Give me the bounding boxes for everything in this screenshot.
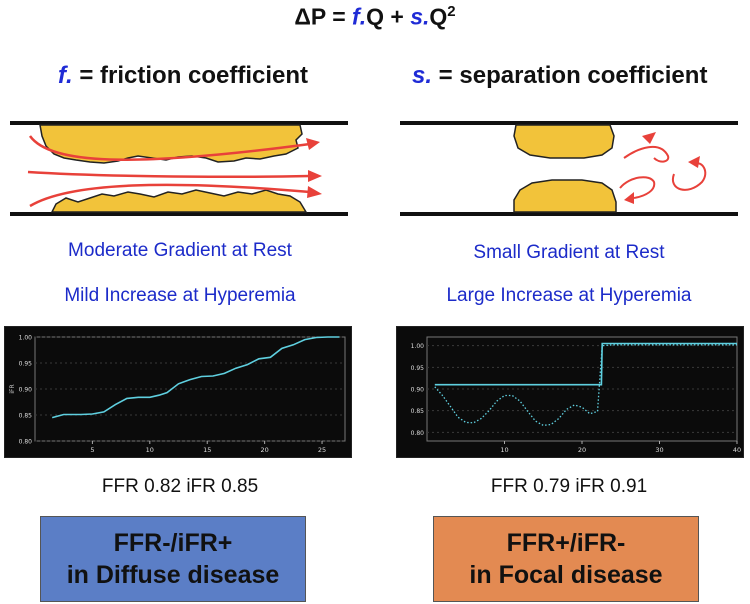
- y-tick-label: 0.90: [19, 387, 33, 394]
- focal-box-line2: in Focal disease: [469, 561, 663, 589]
- diffuse-classification-box: FFR-/iFR+ in Diffuse disease: [40, 516, 306, 602]
- arrow-heads: [306, 138, 322, 198]
- separation-label: = separation coefficient: [432, 62, 708, 89]
- turbulent-flow-arrows: [619, 145, 707, 199]
- diffuse-box-line1: FFR-/iFR+: [113, 528, 233, 557]
- pressure-formula: ΔP = f.Q + s.Q2: [0, 3, 750, 31]
- left-rest-description: Moderate Gradient at Rest: [68, 240, 292, 261]
- series-line: [51, 336, 340, 419]
- eddy-arrow-2: [619, 176, 656, 199]
- eddy-arrowhead-1: [642, 132, 656, 144]
- y-tick-label: 0.85: [411, 408, 425, 415]
- y-tick-label: 0.80: [19, 439, 33, 446]
- chart-background: [397, 327, 743, 457]
- eddy-arrow-3: [671, 162, 707, 191]
- friction-symbol: f.: [58, 62, 73, 89]
- separation-coefficient-heading: s. = separation coefficient: [412, 62, 707, 90]
- x-tick-label: 30: [655, 446, 663, 454]
- eddy-arrow-1: [623, 145, 670, 163]
- series-line: [434, 342, 737, 386]
- formula-exponent: 2: [447, 3, 456, 20]
- x-tick-label: 10: [500, 446, 508, 454]
- flow-arrow-2: [27, 170, 311, 179]
- x-tick-label: 20: [578, 446, 586, 454]
- flow-arrow-3: [29, 183, 311, 208]
- left-ffr-ifr-result: FFR 0.82 iFR 0.85: [101, 476, 259, 497]
- y-tick-label: 0.95: [19, 361, 33, 368]
- arrowhead-1: [306, 138, 320, 150]
- formula-mid: Q +: [366, 3, 411, 30]
- right-ffr-ifr-result: FFR 0.79 iFR 0.91: [490, 476, 648, 497]
- flow-arrows: [27, 135, 311, 208]
- chart-background: [5, 327, 351, 457]
- x-tick-label: 10: [146, 446, 154, 454]
- formula-q-term: Q: [429, 3, 448, 30]
- diffuse-ifr-chart: 0.80 0.85 0.90 0.95 1.00 5 10 15 20 25 iFR: [4, 326, 352, 458]
- lower-focal-plaque: [513, 179, 617, 213]
- y-tick-label: 0.80: [411, 430, 425, 437]
- friction-label: = friction coefficient: [72, 62, 309, 89]
- formula-prefix: ΔP =: [294, 3, 353, 30]
- focal-disease-vessel-illustration: [400, 121, 738, 216]
- focal-classification-box: FFR+/iFR- in Focal disease: [433, 516, 699, 602]
- diffuse-disease-vessel-illustration: [10, 121, 348, 216]
- x-tick-label: 25: [318, 446, 326, 454]
- focal-ifr-chart: 0.80 0.85 0.90 0.95 1.00 10 20 30 40: [396, 326, 744, 458]
- x-tick-label: 20: [260, 446, 268, 454]
- lower-diffuse-plaque: [50, 189, 308, 213]
- left-hyperemia-description: Mild Increase at Hyperemia: [64, 285, 296, 306]
- dotted-series-line: [434, 344, 737, 427]
- eddy-arrow-heads: [624, 132, 700, 204]
- right-rest-description: Small Gradient at Rest: [473, 242, 665, 263]
- formula-s-symbol: s.: [410, 3, 430, 30]
- separation-symbol: s.: [412, 62, 433, 89]
- right-hyperemia-description: Large Increase at Hyperemia: [446, 285, 692, 306]
- eddy-arrowhead-3: [688, 156, 700, 168]
- x-tick-label: 5: [90, 446, 94, 454]
- flow-arrow-1: [28, 135, 311, 162]
- y-tick-label: 0.90: [411, 387, 425, 394]
- y-tick-label: 1.00: [411, 343, 425, 350]
- friction-coefficient-heading: f. = friction coefficient: [58, 62, 308, 90]
- y-tick-label: 0.95: [411, 365, 425, 372]
- formula-f-symbol: f.: [352, 3, 367, 30]
- eddy-arrowhead-2: [624, 192, 634, 204]
- y-tick-label: 1.00: [19, 335, 33, 342]
- x-tick-label: 40: [733, 446, 741, 454]
- x-tick-label: 15: [203, 446, 211, 454]
- y-tick-label: 0.85: [19, 413, 33, 420]
- diffuse-box-line2: in Diffuse disease: [66, 561, 280, 589]
- focal-box-line1: FFR+/iFR-: [506, 528, 626, 557]
- arrowhead-2: [308, 170, 322, 182]
- y-axis-label: iFR: [9, 384, 16, 393]
- arrowhead-3: [307, 186, 322, 198]
- upper-focal-plaque: [513, 124, 615, 159]
